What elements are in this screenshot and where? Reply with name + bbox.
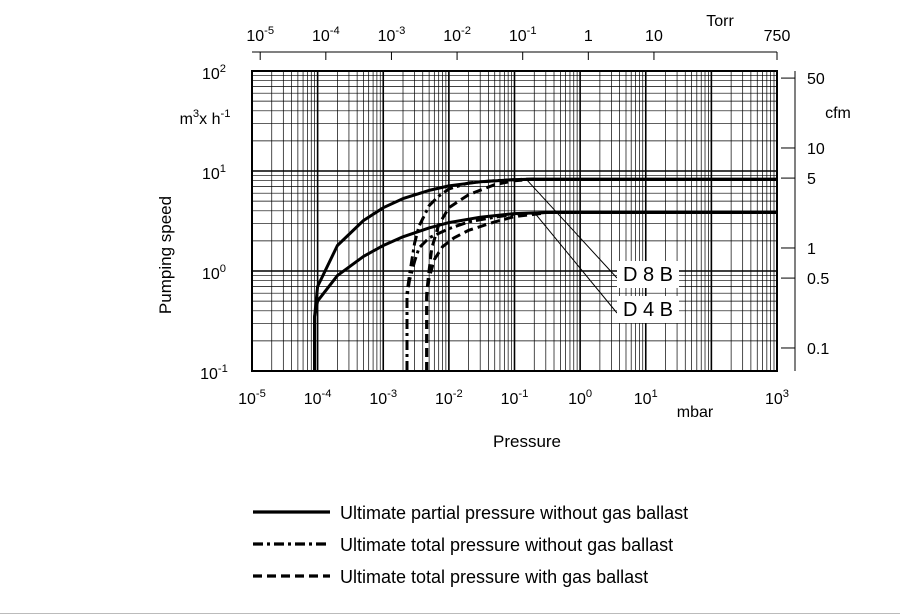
legend: Ultimate partial pressure without gas ba…	[253, 503, 688, 587]
annotation-box	[617, 261, 679, 288]
x-axis-title: Pressure	[493, 432, 561, 451]
top-tick-label: 1	[584, 28, 593, 45]
x-tick-label: 10-1	[501, 388, 529, 408]
top-tick-label: 750	[764, 28, 791, 45]
annotation-box	[617, 296, 679, 323]
series-line-dashed-6	[425, 211, 546, 371]
legend-label: Ultimate total pressure with gas ballast	[340, 567, 648, 587]
x-tick-label: 10-3	[369, 388, 397, 408]
series-line-dashdot-4	[405, 211, 546, 371]
annotation-label: D 8 B	[623, 264, 673, 286]
top-tick-label: 10-4	[312, 25, 340, 45]
x-tick-label: 103	[765, 388, 789, 408]
top-tick-label: 10-5	[246, 25, 274, 45]
top-tick-label: 10-1	[509, 25, 537, 45]
right-tick-label: 1	[807, 241, 816, 258]
x-tick-label: 10-5	[238, 388, 266, 408]
top-tick-label: 10-3	[378, 25, 406, 45]
bottom-divider	[0, 613, 900, 614]
axes	[252, 51, 796, 371]
y-tick-label: 102	[202, 63, 226, 83]
x-axis-unit: mbar	[677, 404, 714, 421]
right-tick-label: 10	[807, 141, 825, 158]
annotation-label: D 4 B	[623, 299, 673, 321]
top-tick-label: 10	[645, 28, 663, 45]
series-lines	[313, 177, 777, 371]
left-axis-unit: m3x h-1	[180, 108, 231, 128]
y-axis-title: Pumping speed	[156, 196, 175, 314]
legend-label: Ultimate partial pressure without gas ba…	[340, 503, 688, 523]
right-tick-label: 50	[807, 71, 825, 88]
right-axis-unit: cfm	[825, 105, 851, 122]
annotations: D 8 B D 4 B	[525, 178, 679, 323]
axis-labels: 10-5 10-4 10-3 10-2 10-1 100 101 10310-11001011…	[156, 13, 851, 451]
y-tick-label: 10-1	[200, 363, 228, 383]
right-tick-label: 0.1	[807, 341, 829, 358]
annotation-leader	[533, 212, 618, 314]
y-tick-label: 100	[202, 263, 226, 283]
x-tick-label: 101	[634, 388, 658, 408]
top-axis-unit: Torr	[706, 13, 734, 30]
right-tick-label: 0.5	[807, 271, 829, 288]
y-tick-label: 101	[202, 163, 226, 183]
x-tick-label: 10-2	[435, 388, 463, 408]
annotation-leader	[525, 178, 618, 279]
top-tick-label: 10-2	[443, 25, 471, 45]
x-tick-label: 10-4	[304, 388, 332, 408]
legend-label: Ultimate total pressure without gas ball…	[340, 535, 673, 555]
plot-frame	[251, 70, 778, 372]
grid	[251, 70, 778, 372]
right-tick-label: 5	[807, 171, 816, 188]
x-tick-label: 100	[568, 388, 592, 408]
series-line-solid-2	[313, 211, 777, 371]
